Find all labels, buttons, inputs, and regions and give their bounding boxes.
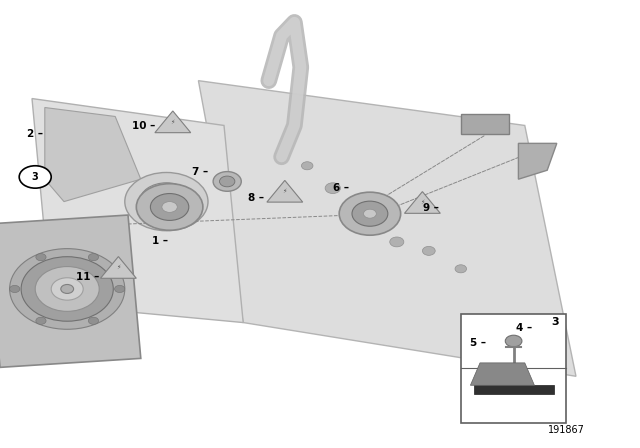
Circle shape (150, 194, 189, 220)
Circle shape (88, 317, 99, 324)
Circle shape (213, 172, 241, 191)
Circle shape (35, 267, 99, 311)
Text: 8 –: 8 – (248, 193, 264, 203)
Text: ⚡: ⚡ (283, 189, 287, 194)
Polygon shape (518, 143, 557, 179)
Polygon shape (474, 385, 554, 394)
Circle shape (140, 183, 193, 220)
FancyBboxPatch shape (461, 314, 566, 423)
Circle shape (325, 183, 340, 194)
Circle shape (220, 176, 235, 187)
Circle shape (36, 317, 46, 324)
Circle shape (339, 192, 401, 235)
Circle shape (364, 209, 376, 218)
Circle shape (61, 284, 74, 293)
Text: 191867: 191867 (548, 426, 585, 435)
Circle shape (506, 335, 522, 347)
Text: ⚡: ⚡ (171, 120, 175, 125)
Circle shape (352, 201, 388, 226)
Circle shape (136, 184, 203, 230)
Polygon shape (470, 363, 534, 385)
Circle shape (390, 237, 404, 247)
Text: 6 –: 6 – (333, 183, 349, 193)
Text: 3: 3 (32, 172, 38, 182)
Circle shape (125, 172, 208, 231)
Text: 5 –: 5 – (470, 338, 486, 348)
Text: 9 –: 9 – (422, 203, 438, 213)
Circle shape (455, 265, 467, 273)
Polygon shape (198, 81, 576, 376)
Text: 10 –: 10 – (132, 121, 156, 131)
FancyBboxPatch shape (461, 114, 509, 134)
Polygon shape (100, 257, 136, 278)
Text: 2 –: 2 – (27, 129, 43, 139)
Circle shape (21, 257, 113, 321)
Text: 11 –: 11 – (76, 272, 99, 282)
Polygon shape (404, 192, 440, 213)
Circle shape (422, 246, 435, 255)
Text: 3: 3 (551, 317, 559, 327)
Circle shape (51, 278, 83, 300)
Circle shape (115, 285, 125, 293)
Text: ⚡: ⚡ (420, 200, 424, 205)
Circle shape (10, 249, 125, 329)
Polygon shape (32, 99, 243, 323)
Circle shape (162, 202, 177, 212)
Text: 4 –: 4 – (516, 323, 532, 333)
Circle shape (36, 254, 46, 261)
Polygon shape (45, 108, 141, 202)
Polygon shape (0, 215, 141, 367)
Text: 7 –: 7 – (192, 168, 208, 177)
Circle shape (301, 162, 313, 170)
Text: 1 –: 1 – (152, 236, 168, 246)
Polygon shape (155, 111, 191, 133)
Circle shape (19, 166, 51, 188)
Circle shape (358, 211, 371, 220)
Circle shape (88, 254, 99, 261)
Text: ⚡: ⚡ (116, 265, 120, 270)
Polygon shape (267, 181, 303, 202)
Circle shape (10, 285, 20, 293)
